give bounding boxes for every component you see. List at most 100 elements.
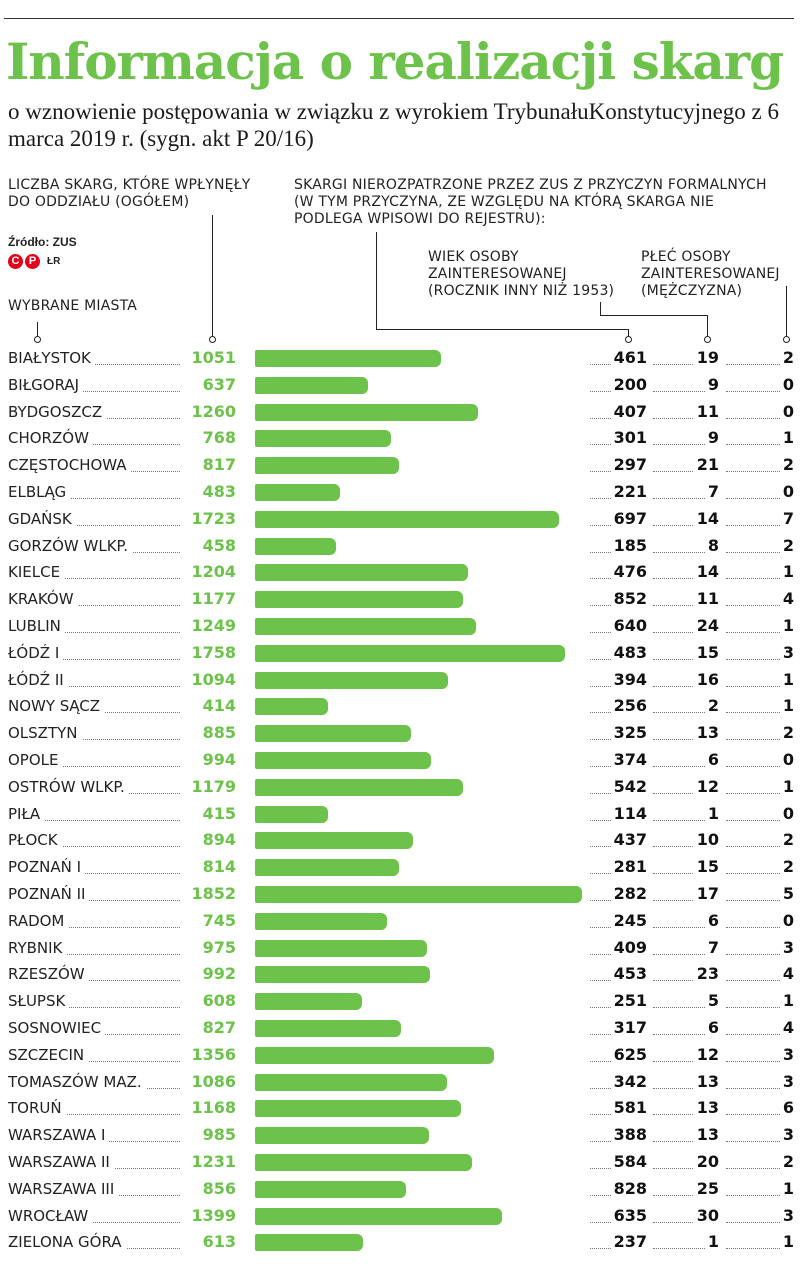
bar — [255, 698, 329, 716]
city-label: ŁÓDŹ I — [8, 639, 64, 667]
age-value: 2 — [650, 693, 719, 720]
city-label: KIELCE — [8, 559, 65, 587]
age-value: 1 — [650, 1229, 719, 1256]
sex-value-text: 3 — [779, 642, 794, 662]
unprocessed-dot-leader — [590, 1248, 625, 1250]
sex-value-text: 5 — [779, 883, 794, 903]
unprocessed-value: 437 — [588, 827, 647, 854]
total-value: 414 — [180, 693, 236, 721]
unprocessed-dot-leader — [590, 497, 625, 499]
table-row: BYDGOSZCZ 1260 407 11 0 — [0, 398, 805, 426]
total-value: 1356 — [180, 1041, 236, 1069]
sex-value: 0 — [724, 399, 794, 426]
table-row: TORUŃ 1168 581 13 6 — [0, 1095, 805, 1123]
table-row: WARSZAWA II 1231 584 20 2 — [0, 1148, 805, 1176]
unprocessed-dot-leader — [590, 1007, 625, 1009]
total-value: 994 — [180, 746, 236, 774]
age-value: 1 — [650, 801, 719, 828]
age-dot-leader — [653, 899, 719, 901]
total-value: 637 — [180, 371, 236, 399]
sex-value: 2 — [724, 452, 794, 479]
sex-value: 3 — [724, 1122, 794, 1149]
city-label: SZCZECIN — [8, 1041, 89, 1069]
unprocessed-dot-leader — [590, 1087, 625, 1089]
age-dot-leader — [653, 846, 719, 848]
sex-value-text: 1 — [779, 776, 794, 796]
age-value: 19 — [650, 345, 719, 372]
unprocessed-value: 221 — [588, 479, 647, 506]
chart-subtitle: o wznowienie postępowania w związku z wy… — [8, 99, 779, 151]
city-label: BIAŁYSTOK — [8, 345, 95, 372]
bar — [255, 1207, 502, 1225]
age-value: 8 — [650, 533, 719, 560]
bar — [255, 751, 431, 769]
sex-dot-leader — [726, 685, 792, 687]
city-dot-leader — [8, 1114, 186, 1116]
table-row: WARSZAWA I 985 388 13 3 — [0, 1122, 805, 1149]
sex-value-text: 0 — [779, 401, 794, 421]
table-row: CZĘSTOCHOWA 817 297 21 2 — [0, 452, 805, 479]
unprocessed-value: 542 — [588, 774, 647, 801]
city-dot-leader — [8, 899, 186, 901]
city-dot-leader — [8, 819, 186, 821]
age-value-text: 2 — [704, 696, 719, 716]
sex-dot-leader — [726, 1087, 792, 1089]
total-value: 1852 — [180, 880, 236, 908]
unprocessed-value: 394 — [588, 667, 647, 694]
total-value: 894 — [180, 827, 236, 855]
sex-value: 1 — [724, 613, 794, 640]
unprocessed-value-text: 251 — [610, 991, 647, 1011]
unprocessed-value-text: 476 — [610, 562, 647, 582]
age-dot-leader — [653, 390, 719, 392]
age-dot-leader — [653, 1167, 719, 1169]
source-note: Źródło: ZUS — [8, 235, 77, 249]
age-dot-leader — [653, 578, 719, 580]
unprocessed-dot-leader — [590, 631, 625, 633]
sex-value-text: 4 — [779, 589, 794, 609]
total-value: 458 — [180, 532, 236, 560]
total-value: 885 — [180, 720, 236, 747]
sex-value-text: 3 — [779, 1205, 794, 1225]
city-label: GORZÓW WLKP. — [8, 532, 133, 560]
city-dot-leader — [8, 605, 186, 607]
bar — [255, 832, 413, 850]
total-value: 608 — [180, 988, 236, 1015]
age-value: 25 — [650, 1176, 719, 1203]
city-dot-leader — [8, 739, 186, 741]
table-row: ELBLĄG 483 221 7 0 — [0, 478, 805, 506]
total-value: 856 — [180, 1175, 236, 1203]
total-value: 992 — [180, 961, 236, 989]
unprocessed-value-text: 635 — [610, 1205, 647, 1225]
sex-value-text: 6 — [779, 1098, 794, 1118]
sex-value: 2 — [724, 720, 794, 747]
table-row: OLSZTYN 885 325 13 2 — [0, 720, 805, 747]
bar — [255, 885, 582, 903]
unprocessed-dot-leader — [590, 1114, 625, 1116]
city-label: LUBLIN — [8, 612, 65, 640]
table-row: KIELCE 1204 476 14 1 — [0, 559, 805, 587]
total-leader-end — [209, 336, 216, 343]
unprocessed-value: 409 — [588, 935, 647, 962]
city-dot-leader — [8, 658, 186, 660]
unprocessed-value: 461 — [588, 345, 647, 372]
age-dot-leader — [653, 926, 719, 928]
total-value: 1051 — [180, 345, 236, 372]
age-dot-leader — [653, 364, 719, 365]
unprocessed-value: 325 — [588, 720, 647, 747]
sex-value-text: 1 — [779, 669, 794, 689]
total-value: 1168 — [180, 1095, 236, 1123]
age-value: 14 — [650, 506, 719, 533]
bar — [255, 939, 428, 957]
age-value: 10 — [650, 827, 719, 854]
age-value: 11 — [650, 586, 719, 613]
bar — [255, 350, 441, 367]
age-value: 17 — [650, 881, 719, 908]
age-dot-leader — [653, 1033, 719, 1035]
age-value: 14 — [650, 559, 719, 586]
table-row: BIAŁYSTOK 1051 461 19 2 — [0, 345, 805, 372]
age-dot-leader — [653, 712, 719, 714]
age-value-text: 11 — [693, 589, 719, 609]
logo-c-icon: C — [8, 253, 23, 269]
author-initials: ŁR — [47, 255, 61, 267]
city-dot-leader — [8, 953, 186, 955]
